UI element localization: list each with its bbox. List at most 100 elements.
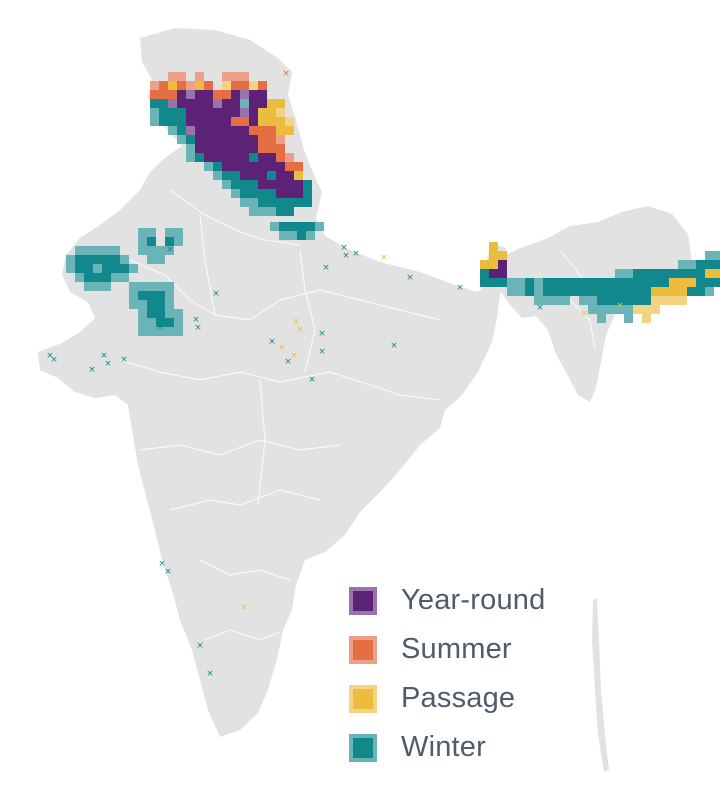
year-round-cell xyxy=(213,144,222,153)
winter-cell xyxy=(660,278,669,287)
summer-cell-light xyxy=(150,81,159,90)
winter-cell-light xyxy=(147,246,156,255)
summer-cell xyxy=(267,144,276,153)
summer-cell-light xyxy=(222,72,231,81)
winter-cell xyxy=(687,287,696,296)
passage-cell xyxy=(168,81,177,90)
winter-cell xyxy=(669,269,678,278)
winter-cell-light xyxy=(258,207,267,216)
year-round-cell xyxy=(195,144,204,153)
year-round-cell xyxy=(213,108,222,117)
winter-cell-light xyxy=(597,314,606,323)
winter-cell xyxy=(303,189,312,198)
passage-cell xyxy=(294,171,303,180)
winter-cell xyxy=(165,318,174,327)
winter-cell xyxy=(651,269,660,278)
winter-cell-light xyxy=(606,305,615,314)
winter-cell-light xyxy=(306,231,315,240)
record-marker: × xyxy=(192,315,200,325)
record-marker: × xyxy=(380,253,388,263)
record-marker: × xyxy=(158,559,166,569)
record-marker: × xyxy=(290,351,298,361)
winter-cell xyxy=(156,291,165,300)
winter-cell-light xyxy=(315,222,324,231)
passage-cell-light xyxy=(651,305,660,314)
winter-cell-light xyxy=(240,198,249,207)
winter-cell xyxy=(615,296,624,305)
winter-cell-light xyxy=(507,287,516,296)
winter-cell-light xyxy=(138,327,147,336)
winter-cell-light xyxy=(543,296,552,305)
passage-cell xyxy=(267,117,276,126)
year-round-cell xyxy=(258,180,267,189)
record-marker: × xyxy=(352,249,360,259)
year-round-cell-light xyxy=(186,126,195,135)
winter-cell-light xyxy=(687,260,696,269)
winter-cell xyxy=(177,126,186,135)
winter-cell xyxy=(480,278,489,287)
record-marker: × xyxy=(406,273,414,283)
passage-cell xyxy=(276,117,285,126)
record-marker: × xyxy=(166,245,174,255)
record-marker: × xyxy=(342,251,350,261)
year-round-cell-light xyxy=(213,99,222,108)
winter-cell xyxy=(606,278,615,287)
year-round-cell xyxy=(231,153,240,162)
summer-cell xyxy=(276,153,285,162)
year-round-cell xyxy=(267,180,276,189)
winter-cell xyxy=(597,296,606,305)
year-round-cell xyxy=(186,108,195,117)
winter-cell xyxy=(294,198,303,207)
winter-cell xyxy=(705,260,714,269)
winter-cell-light xyxy=(120,255,129,264)
winter-cell xyxy=(288,222,297,231)
passage-cell-light xyxy=(669,296,678,305)
winter-cell xyxy=(93,255,102,264)
passage-cell xyxy=(669,287,678,296)
record-marker: × xyxy=(120,355,128,365)
winter-cell xyxy=(498,278,507,287)
year-round-cell xyxy=(231,162,240,171)
passage-cell-light xyxy=(633,305,642,314)
year-round-cell xyxy=(231,99,240,108)
year-round-cell xyxy=(222,117,231,126)
winter-cell xyxy=(642,287,651,296)
year-round-cell xyxy=(240,171,249,180)
record-marker: × xyxy=(278,343,286,353)
map-legend: Year-round Summer Passage Winter xyxy=(349,576,545,772)
winter-cell xyxy=(159,108,168,117)
year-round-cell xyxy=(222,126,231,135)
winter-cell-light xyxy=(138,246,147,255)
winter-cell-light xyxy=(147,255,156,264)
year-round-cell xyxy=(285,180,294,189)
year-round-cell-light xyxy=(186,90,195,99)
passage-cell-light xyxy=(660,296,669,305)
winter-cell-light xyxy=(615,269,624,278)
winter-cell xyxy=(642,278,651,287)
winter-cell xyxy=(147,300,156,309)
winter-cell xyxy=(75,255,84,264)
summer-cell xyxy=(258,81,267,90)
winter-cell xyxy=(150,99,159,108)
year-round-cell xyxy=(240,126,249,135)
record-marker: × xyxy=(156,323,164,333)
winter-cell xyxy=(249,189,258,198)
passage-cell xyxy=(285,126,294,135)
winter-cell-light xyxy=(174,237,183,246)
winter-cell xyxy=(624,287,633,296)
legend-label: Year-round xyxy=(401,584,546,616)
winter-cell-light xyxy=(174,309,183,318)
winter-cell xyxy=(186,135,195,144)
winter-cell xyxy=(147,237,156,246)
winter-cell xyxy=(279,222,288,231)
summer-cell xyxy=(168,90,177,99)
winter-cell-light xyxy=(516,287,525,296)
summer-cell xyxy=(285,162,294,171)
legend-label: Summer xyxy=(401,633,512,665)
legend-label: Winter xyxy=(401,731,486,763)
passage-cell xyxy=(687,278,696,287)
winter-cell xyxy=(543,278,552,287)
passage-cell-light xyxy=(285,117,294,126)
summer-cell xyxy=(177,81,186,90)
